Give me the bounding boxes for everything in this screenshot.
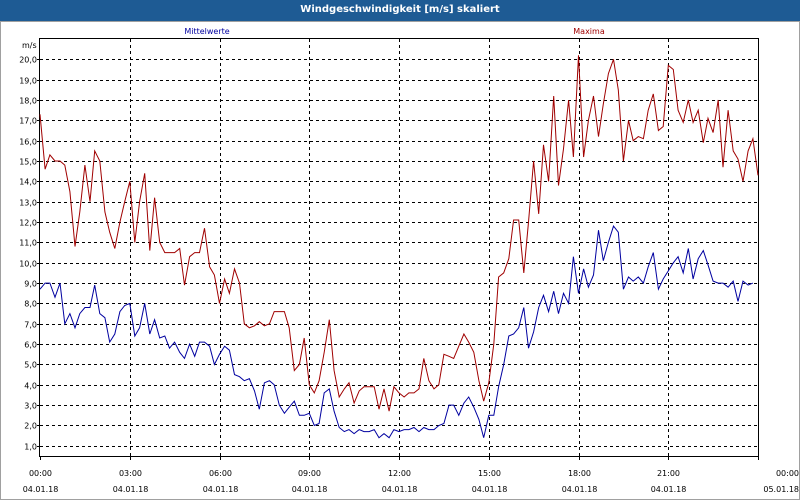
x-tick-date-label: 04.01.18 <box>203 485 239 494</box>
x-tick-time-label: 18:00 <box>568 469 591 478</box>
y-tick-label: 14,0 <box>19 178 37 187</box>
y-tick-label: 11,0 <box>19 239 37 248</box>
y-tick-label: 10,0 <box>19 260 37 269</box>
y-tick-label: 3,0 <box>24 402 37 411</box>
x-tick-time-label: 21:00 <box>657 469 680 478</box>
x-tick-time-label: 12:00 <box>388 469 411 478</box>
x-tick-date-label: 04.01.18 <box>562 485 598 494</box>
y-tick-label: 17,0 <box>19 117 37 126</box>
series-line-mittelwerte <box>39 225 754 439</box>
y-tick-label: 5,0 <box>24 361 37 370</box>
y-tick-label: 20,0 <box>19 56 37 65</box>
series-line-maxima <box>39 55 759 412</box>
y-tick-label: 18,0 <box>19 97 37 106</box>
y-axis-ticks: 1,0 2,0 3,0 4,0 5,0 6,0 7,0 8,0 9,0 10,0 11,0 12,0 1… <box>19 56 40 452</box>
legend-entry-mittelwerte: Mittelwerte <box>184 27 229 36</box>
x-tick-date-label: 04.01.18 <box>23 485 59 494</box>
y-axis-label: m/s <box>22 41 37 50</box>
y-tick-label: 4,0 <box>24 382 37 391</box>
x-tick-date-label: 04.01.18 <box>292 485 328 494</box>
x-tick-time-label: 00:00 <box>29 469 52 478</box>
x-tick-time-label: 09:00 <box>298 469 321 478</box>
y-tick-label: 16,0 <box>19 138 37 147</box>
y-tick-label: 6,0 <box>24 341 37 350</box>
y-tick-label: 9,0 <box>24 280 37 289</box>
y-tick-label: 8,0 <box>24 300 37 309</box>
legend-entry-maxima: Maxima <box>573 27 605 36</box>
y-tick-label: 2,0 <box>24 422 37 431</box>
y-tick-label: 13,0 <box>19 199 37 208</box>
x-tick-date-label: 04.01.18 <box>651 485 687 494</box>
x-tick-time-label: 15:00 <box>478 469 501 478</box>
window-title: Windgeschwindigkeit [m/s] skaliert <box>0 0 800 21</box>
x-tick-date-label: 04.01.18 <box>472 485 508 494</box>
series-lines <box>39 55 759 439</box>
plot-area <box>39 38 759 457</box>
line-chart: 1,0 2,0 3,0 4,0 5,0 6,0 7,0 8,0 9,0 10,0 11,0 12,0 1… <box>0 21 800 500</box>
x-tick-time-label: 00:00 <box>776 469 799 478</box>
x-tick-date-label: 05.01.18 <box>763 485 799 494</box>
x-tick-date-label: 04.01.18 <box>382 485 418 494</box>
x-tick-date-label: 04.01.18 <box>113 485 149 494</box>
y-tick-label: 7,0 <box>24 321 37 330</box>
y-tick-label: 12,0 <box>19 219 37 228</box>
x-tick-time-label: 03:00 <box>119 469 142 478</box>
x-axis-ticks: 00:00 04.01.18 03:00 04.01.18 06:00 04.01.18 0… <box>23 456 799 494</box>
y-tick-label: 19,0 <box>19 77 37 86</box>
y-tick-label: 1,0 <box>24 443 37 452</box>
y-tick-label: 15,0 <box>19 158 37 167</box>
x-tick-time-label: 06:00 <box>209 469 232 478</box>
